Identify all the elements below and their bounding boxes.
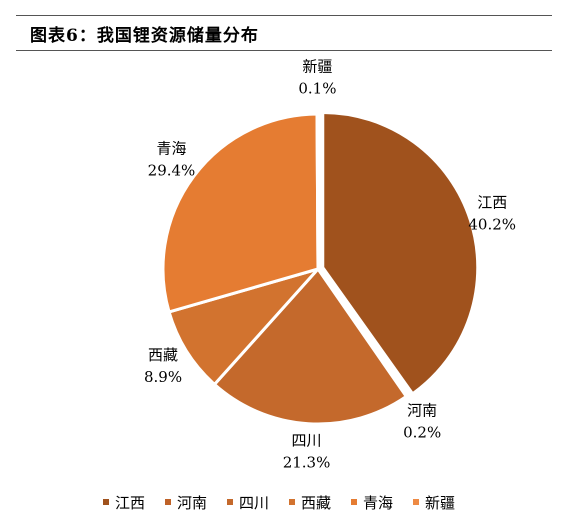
legend-item-1: 江西 [103,494,145,512]
chart-legend: 江西 河南 四川 西藏 青海 新疆 [103,494,455,512]
slice-5-wedge [161,112,320,314]
slice-3-label: 四川 21.3% [283,432,331,472]
slice-6-label: 新疆 0.1% [298,58,336,98]
legend-item-3: 四川 [227,494,269,512]
slice-5-name: 青海 [156,140,186,158]
slice-1-percent: 40.2% [468,215,516,233]
legend-swatch [289,499,295,505]
slice-3-name: 四川 [292,432,322,450]
slice-1-label: 江西 40.2% [468,193,516,233]
legend-label: 西藏 [301,494,331,512]
slice-1-name: 江西 [477,193,507,211]
slice-5-percent: 29.4% [148,162,196,180]
legend-label: 四川 [239,494,269,512]
slice-labels: 江西 40.2% 河南 0.2% 四川 21.3% 西藏 8.9% 青海 29.4% 新疆 0.1% [144,58,516,472]
legend-swatch [227,499,233,505]
slice-4-label: 西藏 8.9% [144,346,182,386]
figure-title: 图表6：我国锂资源储量分布 [30,26,259,46]
slice-3-wedge [212,267,408,426]
slice-4-name: 西藏 [148,346,178,364]
legend-swatch [413,499,419,505]
legend-label: 新疆 [425,494,455,512]
slice-1-wedge [321,110,480,396]
slice-6-percent: 0.1% [298,80,336,98]
slice-2-name: 河南 [407,401,437,419]
legend-item-2: 河南 [165,494,207,512]
legend-label: 江西 [115,494,145,512]
legend-item-6: 新疆 [413,494,455,512]
figure-header: 图表6：我国锂资源储量分布 [16,15,552,51]
legend-swatch [351,499,357,505]
legend-swatch [165,499,171,505]
slice-4-wedge [167,267,320,386]
legend-label: 河南 [177,494,207,512]
pie-slices [161,110,480,426]
legend-swatch [103,499,109,505]
legend-item-4: 西藏 [289,494,331,512]
slice-6-name: 新疆 [302,58,332,76]
legend-label: 青海 [363,494,393,512]
slice-4-percent: 8.9% [144,368,182,386]
slice-2-label: 河南 0.2% [403,401,441,441]
slice-5-label: 青海 29.4% [148,140,196,180]
slice-3-percent: 21.3% [283,454,331,472]
slice-2-percent: 0.2% [403,423,441,441]
slice-6-wedge [315,112,320,271]
legend-item-5: 青海 [351,494,393,512]
